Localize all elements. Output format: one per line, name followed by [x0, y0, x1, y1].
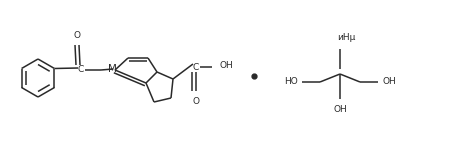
Text: OH: OH [382, 78, 396, 86]
Text: HO: HO [284, 78, 298, 86]
Text: O: O [192, 97, 200, 106]
Text: иНµ: иНµ [337, 33, 355, 43]
Text: C: C [193, 63, 199, 72]
Text: M: M [108, 64, 117, 74]
Text: O: O [73, 31, 81, 40]
Text: C: C [78, 66, 84, 75]
Text: OH: OH [220, 61, 234, 70]
Text: OH: OH [333, 104, 347, 113]
